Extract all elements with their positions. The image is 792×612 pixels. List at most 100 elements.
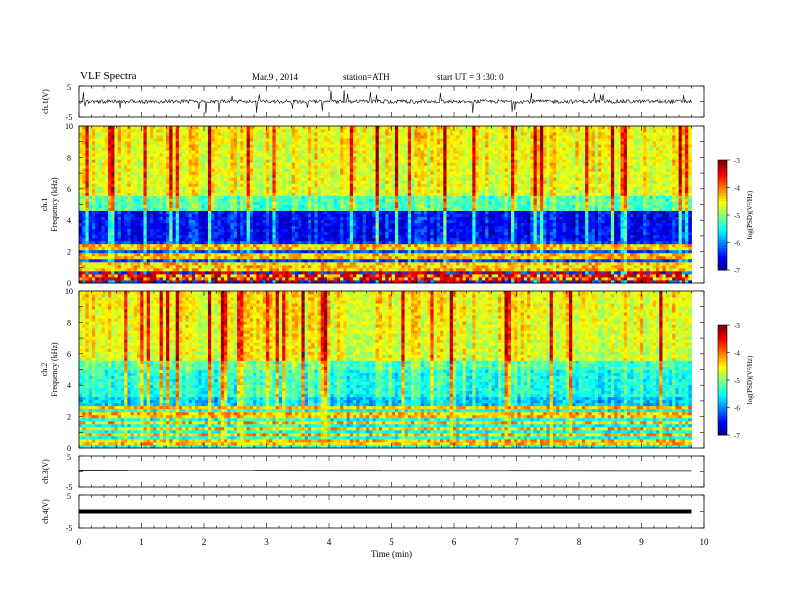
spectrogram-cell bbox=[388, 216, 393, 220]
spectrogram-cell bbox=[427, 261, 431, 266]
spectrogram-cell bbox=[104, 273, 109, 278]
spectrogram-cell bbox=[317, 228, 322, 233]
spectrogram-cell bbox=[178, 264, 183, 269]
spectrogram-cell bbox=[236, 210, 241, 214]
spectrogram-cell bbox=[285, 246, 289, 251]
spectrogram-cell bbox=[398, 261, 402, 266]
spectrogram-cell bbox=[604, 246, 609, 251]
spectrogram-cell bbox=[375, 234, 380, 239]
spectrogram-cell bbox=[117, 228, 122, 233]
spectrogram-cell bbox=[327, 267, 331, 272]
spectrogram-cell bbox=[211, 243, 215, 248]
spectrogram-cell bbox=[124, 249, 128, 254]
spectrogram-cell bbox=[127, 225, 131, 230]
spectrogram-cell bbox=[678, 243, 683, 248]
spectrogram-cell bbox=[127, 234, 131, 239]
spectrogram-cell bbox=[140, 276, 144, 281]
spectrogram-cell bbox=[598, 219, 602, 224]
spectrogram-cell bbox=[427, 273, 431, 278]
spectrogram-cell bbox=[688, 207, 692, 211]
spectrogram-cell bbox=[185, 252, 189, 257]
spectrogram-cell bbox=[662, 216, 667, 220]
spectrogram-cell bbox=[681, 255, 686, 260]
spectrogram-cell bbox=[620, 279, 625, 284]
spectrogram-cell bbox=[224, 276, 228, 281]
spectrogram-cell bbox=[510, 279, 515, 284]
spectrogram-cell bbox=[665, 237, 670, 242]
spectrogram-cell bbox=[233, 228, 238, 233]
spectrogram-cell bbox=[504, 219, 509, 224]
spectrogram-cell bbox=[659, 249, 663, 254]
spectrogram-cell bbox=[124, 261, 128, 266]
spectrogram-cell bbox=[275, 234, 280, 239]
spectrogram-cell bbox=[575, 225, 580, 230]
spectrogram-cell bbox=[149, 213, 154, 217]
spectrogram-cell bbox=[259, 207, 264, 211]
spectrogram-cell bbox=[530, 207, 534, 211]
spectrogram-cell bbox=[236, 228, 241, 233]
spectrogram-cell bbox=[307, 252, 312, 257]
spectrogram-cell bbox=[494, 279, 499, 284]
spectrogram-cell bbox=[423, 225, 428, 230]
spectrogram-cell bbox=[440, 264, 444, 269]
spectrogram-cell bbox=[178, 276, 183, 281]
spectrogram-cell bbox=[204, 261, 209, 266]
spectrogram-cell bbox=[98, 237, 102, 242]
spectrogram-cell bbox=[272, 279, 277, 284]
spectrogram-cell bbox=[585, 252, 589, 257]
spectrogram-cell bbox=[217, 276, 222, 281]
spectrogram-cell bbox=[182, 204, 186, 208]
spectrogram-cell bbox=[688, 279, 692, 284]
spectrogram-cell bbox=[382, 273, 386, 278]
spectrogram-cell bbox=[417, 249, 422, 254]
spectrogram-cell bbox=[678, 270, 683, 275]
spectrogram-cell bbox=[678, 246, 683, 251]
spectrogram-cell bbox=[530, 228, 534, 233]
spectrogram-cell bbox=[591, 273, 596, 278]
spectrogram-cell bbox=[327, 255, 331, 260]
spectrogram-cell bbox=[375, 207, 380, 211]
spectrogram-cell bbox=[140, 231, 144, 236]
spectrogram-cell bbox=[343, 264, 347, 269]
spectrogram-cell bbox=[433, 264, 438, 269]
spectrogram-cell bbox=[446, 210, 451, 214]
spectrogram-cell bbox=[356, 237, 360, 242]
spectrogram-cell bbox=[311, 234, 315, 239]
spectrogram-cell bbox=[430, 237, 434, 242]
spectrogram-cell bbox=[253, 267, 257, 272]
spectrogram-cell bbox=[175, 225, 180, 230]
spectrogram-cell bbox=[137, 255, 141, 260]
spectrogram-cell bbox=[472, 240, 476, 245]
spectrogram-cell bbox=[591, 264, 596, 269]
spectrogram-cell bbox=[614, 267, 618, 272]
spectrogram-cell bbox=[517, 270, 522, 275]
spectrogram-cell bbox=[95, 273, 99, 278]
spectrogram-cell bbox=[610, 255, 615, 260]
spectrogram-cell bbox=[456, 240, 460, 245]
spectrogram-cell bbox=[349, 210, 354, 214]
spectrogram-cell bbox=[317, 273, 322, 278]
spectrogram-cell bbox=[391, 234, 396, 239]
spectrogram-cell bbox=[401, 213, 405, 217]
spectrogram-cell bbox=[610, 237, 615, 242]
spectrogram-cell bbox=[620, 207, 625, 211]
spectrogram-cell bbox=[459, 273, 464, 278]
spectrogram-cell bbox=[307, 255, 312, 260]
spectrogram-cell bbox=[652, 246, 657, 251]
spectrogram-cell bbox=[153, 222, 157, 227]
spectrogram-cell bbox=[475, 222, 480, 227]
spectrogram-cell bbox=[307, 231, 312, 236]
spectrogram-cell bbox=[185, 237, 189, 242]
spectrogram-cell bbox=[588, 207, 592, 211]
spectrogram-cell bbox=[562, 225, 567, 230]
spectrogram-cell bbox=[314, 276, 318, 281]
spectrogram-cell bbox=[324, 258, 328, 263]
spectrogram-cell bbox=[124, 240, 128, 245]
spectrogram-cell bbox=[549, 243, 554, 248]
spectrogram-cell bbox=[282, 276, 286, 281]
spectrogram-cell bbox=[227, 234, 231, 239]
spectrogram-cell bbox=[201, 270, 206, 275]
spectrogram-cell bbox=[452, 264, 457, 269]
spectrogram-cell bbox=[549, 252, 554, 257]
spectrogram-cell bbox=[623, 222, 628, 227]
